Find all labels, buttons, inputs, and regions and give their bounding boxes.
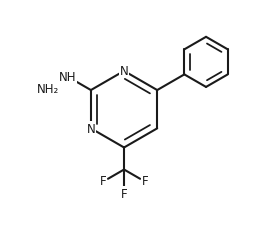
Text: N: N bbox=[120, 65, 128, 78]
Text: F: F bbox=[121, 187, 128, 200]
Text: F: F bbox=[100, 174, 107, 187]
Text: F: F bbox=[141, 174, 148, 187]
Text: NH: NH bbox=[59, 71, 77, 84]
Text: NH₂: NH₂ bbox=[37, 82, 59, 95]
Text: N: N bbox=[87, 122, 95, 135]
